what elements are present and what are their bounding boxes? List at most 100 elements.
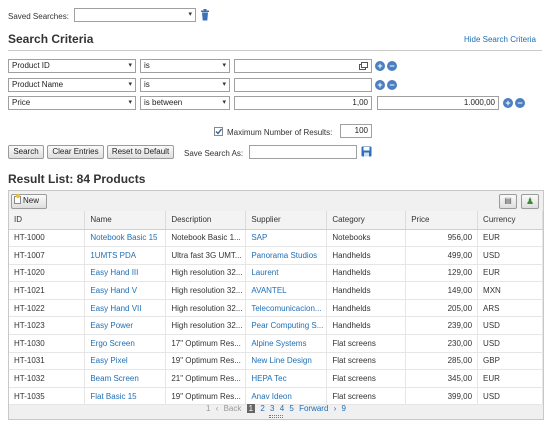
table-row[interactable]: HT-1035 Flat Basic 15 19" Optimum Res... An… — [9, 387, 543, 406]
cell-supplier[interactable]: HEPA Tec — [245, 369, 328, 388]
settings-icon[interactable]: ▤ — [499, 194, 517, 209]
chevron-down-icon: ▾ — [188, 11, 192, 18]
cell-name[interactable]: Flat Basic 15 — [84, 387, 167, 406]
cell-category: Flat screens — [326, 387, 407, 406]
cell-name[interactable]: Easy Power — [84, 316, 167, 336]
resize-handle[interactable] — [269, 415, 283, 418]
cell-supplier[interactable]: Telecomunicacion... — [245, 299, 328, 318]
add-row-icon[interactable]: + — [503, 98, 513, 108]
search-button[interactable]: Search — [8, 145, 44, 159]
table-row[interactable]: HT-1007 1UMTS PDA Ultra fast 3G UMT... Pano… — [9, 246, 543, 265]
table-row[interactable]: HT-1032 Beam Screen 21" Optimum Res... HEPA… — [9, 369, 543, 388]
cell-name[interactable]: Easy Hand V — [84, 281, 167, 300]
remove-row-icon[interactable]: − — [387, 80, 397, 90]
max-results-input[interactable]: 100 — [340, 124, 372, 138]
cell-currency: USD — [477, 246, 543, 265]
column-header-description[interactable]: Description — [165, 211, 247, 230]
cell-name[interactable]: 1UMTS PDA — [84, 246, 167, 265]
chevron-down-icon: ▾ — [222, 81, 226, 88]
cell-description: 19" Optimum Res... — [165, 387, 247, 406]
criteria-value-input-1[interactable] — [234, 59, 372, 73]
column-header-supplier[interactable]: Supplier — [245, 211, 328, 230]
pager-last[interactable]: 9 — [341, 404, 346, 413]
table-row[interactable]: HT-1020 Easy Hand III High resolution 32..… — [9, 264, 543, 283]
pager-page-4[interactable]: 4 — [279, 404, 285, 413]
cell-supplier[interactable]: SAP — [245, 229, 328, 248]
cell-price: 230,00 — [405, 334, 479, 353]
pager-back[interactable]: Back — [223, 404, 242, 413]
value-help-icon[interactable] — [359, 62, 368, 70]
remove-row-icon[interactable]: − — [387, 61, 397, 71]
personalize-icon[interactable]: ♟ — [521, 194, 539, 209]
divider — [8, 50, 542, 51]
column-header-category[interactable]: Category — [326, 211, 407, 230]
cell-name[interactable]: Notebook Basic 15 — [84, 229, 167, 248]
save-search-as-input[interactable] — [249, 145, 357, 159]
chevron-down-icon: ▾ — [222, 62, 226, 69]
cell-supplier[interactable]: Laurent — [245, 264, 328, 283]
saved-searches-label: Saved Searches: — [8, 12, 69, 21]
cell-supplier[interactable]: Anav Ideon — [245, 387, 328, 406]
new-button[interactable]: New — [11, 194, 47, 209]
criteria-value-input-2[interactable] — [234, 78, 372, 92]
cell-supplier[interactable]: Panorama Studios — [245, 246, 328, 265]
column-header-name[interactable]: Name — [84, 211, 167, 230]
cell-supplier[interactable]: AVANTEL — [245, 281, 328, 300]
table-row[interactable]: HT-1021 Easy Hand V High resolution 32... A… — [9, 281, 543, 300]
price-to-input[interactable]: 1.000,00 — [377, 96, 499, 110]
cell-currency: USD — [477, 316, 543, 336]
clear-entries-button[interactable]: Clear Entries — [47, 145, 104, 159]
remove-row-icon[interactable]: − — [515, 98, 525, 108]
cell-price: 285,00 — [405, 352, 479, 371]
pager-first[interactable]: 1 — [206, 404, 211, 413]
table-row[interactable]: HT-1022 Easy Hand VII High resolution 32..… — [9, 299, 543, 318]
criteria-operator-select-3[interactable]: is between ▾ — [140, 96, 230, 110]
column-header-currency[interactable]: Currency — [477, 211, 543, 230]
cell-name[interactable]: Easy Hand VII — [84, 299, 167, 318]
pager-page-2[interactable]: 2 — [260, 404, 265, 413]
cell-name[interactable]: Easy Pixel — [84, 352, 167, 371]
cell-supplier[interactable]: Alpine Systems — [245, 334, 328, 353]
pager-page-1[interactable]: 1 — [246, 404, 256, 413]
criteria-operator-select-2[interactable]: is ▾ — [140, 78, 230, 92]
criteria-field-select-3[interactable]: Price ▾ — [8, 96, 136, 110]
cell-price: 399,00 — [405, 387, 479, 406]
delete-icon[interactable] — [200, 9, 210, 21]
cell-description: Ultra fast 3G UMT... — [165, 246, 247, 265]
hide-search-criteria-link[interactable]: Hide Search Criteria — [463, 35, 536, 44]
criteria-field-select-2[interactable]: Product Name ▾ — [8, 78, 136, 92]
pager-forward-icon[interactable]: › — [333, 404, 337, 413]
table-row[interactable]: HT-1030 Ergo Screen 17" Optimum Res... Alpi… — [9, 334, 543, 353]
column-header-price[interactable]: Price — [405, 211, 479, 230]
column-header-id[interactable]: ID — [9, 211, 86, 230]
cell-supplier[interactable]: New Line Design — [245, 352, 328, 371]
cell-category: Handhelds — [326, 281, 407, 300]
pager-page-3[interactable]: 3 — [270, 404, 275, 413]
cell-currency: MXN — [477, 281, 543, 300]
price-from-input[interactable]: 1,00 — [234, 96, 372, 110]
reset-to-default-button[interactable]: Reset to Default — [107, 145, 174, 159]
pager-back-icon[interactable]: ‹ — [215, 404, 219, 413]
max-results-checkbox[interactable] — [214, 127, 223, 136]
cell-name[interactable]: Beam Screen — [84, 369, 167, 388]
table-row[interactable]: HT-1031 Easy Pixel 19" Optimum Res... New L… — [9, 352, 543, 371]
table-row[interactable]: HT-1000 Notebook Basic 15 Notebook Basic 1… — [9, 229, 543, 248]
cell-name[interactable]: Easy Hand III — [84, 264, 167, 283]
save-icon[interactable] — [361, 146, 372, 157]
criteria-operator-select-1[interactable]: is ▾ — [140, 59, 230, 73]
saved-searches-select[interactable]: ▾ — [74, 8, 196, 22]
cell-category: Handhelds — [326, 246, 407, 265]
cell-supplier[interactable]: Pear Computing S... — [245, 316, 328, 336]
cell-description: High resolution 32... — [165, 299, 247, 318]
criteria-field-select-1[interactable]: Product ID ▾ — [8, 59, 136, 73]
pager-page-5[interactable]: 5 — [289, 404, 294, 413]
chevron-down-icon: ▾ — [222, 99, 226, 106]
chevron-down-icon: ▾ — [128, 62, 132, 69]
add-row-icon[interactable]: + — [375, 61, 385, 71]
table-row[interactable]: HT-1023 Easy Power High resolution 32... Pe… — [9, 316, 543, 336]
cell-description: 19" Optimum Res... — [165, 352, 247, 371]
cell-name[interactable]: Ergo Screen — [84, 334, 167, 353]
add-row-icon[interactable]: + — [375, 80, 385, 90]
pager-forward[interactable]: Forward — [299, 404, 329, 413]
cell-category: Handhelds — [326, 316, 407, 336]
